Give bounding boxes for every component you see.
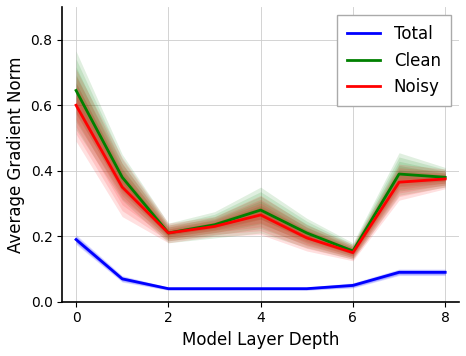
Line: Noisy: Noisy — [76, 105, 445, 253]
Total — [119, 277, 125, 281]
Total — [73, 237, 79, 242]
Total — [396, 270, 402, 274]
Clean — [304, 231, 309, 235]
Total — [350, 283, 356, 288]
Y-axis label: Average Gradient Norm: Average Gradient Norm — [7, 56, 25, 253]
Total — [304, 287, 309, 291]
Noisy — [350, 251, 356, 255]
Noisy — [165, 231, 171, 235]
Clean — [442, 175, 448, 179]
Noisy — [119, 185, 125, 189]
Clean — [165, 231, 171, 235]
Clean — [119, 175, 125, 179]
Line: Clean: Clean — [76, 90, 445, 251]
Total — [442, 270, 448, 274]
Legend: Total, Clean, Noisy: Total, Clean, Noisy — [337, 15, 451, 106]
Clean — [350, 249, 356, 253]
Clean — [396, 172, 402, 176]
Noisy — [258, 213, 263, 217]
Line: Total: Total — [76, 240, 445, 289]
Noisy — [442, 177, 448, 181]
Total — [212, 287, 217, 291]
Noisy — [396, 180, 402, 184]
Clean — [73, 88, 79, 93]
Clean — [212, 222, 217, 227]
Total — [258, 287, 263, 291]
Clean — [258, 208, 263, 212]
X-axis label: Model Layer Depth: Model Layer Depth — [182, 331, 339, 349]
Noisy — [73, 103, 79, 108]
Noisy — [304, 236, 309, 240]
Total — [165, 287, 171, 291]
Noisy — [212, 224, 217, 229]
